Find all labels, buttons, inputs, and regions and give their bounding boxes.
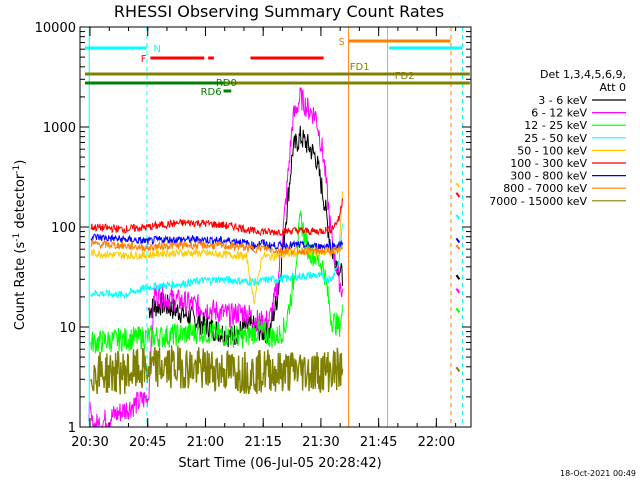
- y-tick-label: 1: [68, 421, 76, 436]
- legend-label-4: 25 - 50 keV: [524, 132, 587, 145]
- series-tail-5: [455, 182, 461, 188]
- y-tick-label: 10: [59, 321, 76, 336]
- y-axis-label-sup1: -1: [12, 233, 22, 242]
- x-axis-label: Start Time (06-Jul-05 20:28:42): [178, 456, 381, 471]
- series-tail-1: [455, 274, 461, 280]
- chart-title: RHESSI Observing Summary Count Rates: [114, 2, 444, 21]
- series-line-6: [90, 198, 343, 237]
- series-line-4: [90, 223, 343, 300]
- legend-label-2: 6 - 12 keV: [531, 107, 587, 120]
- y-axis-label-mid: detector: [13, 173, 28, 233]
- x-tick-label: 20:30: [71, 435, 108, 450]
- legend-label-9: 7000 - 15000 keV: [489, 195, 587, 208]
- legend-label-3: 12 - 25 keV: [524, 119, 587, 132]
- x-tick-label: 21:30: [302, 435, 339, 450]
- y-axis-label-main: Count Rate (s: [13, 242, 28, 331]
- x-tick-label: 21:15: [244, 435, 281, 450]
- x-tick-label: 22:00: [418, 435, 455, 450]
- axes-layer: 1 10 100 1000 10000 20:30 20:45 21:00 21:15 21:30…: [35, 21, 472, 450]
- series-tail-2: [455, 288, 461, 294]
- series-tail-7: [455, 237, 461, 244]
- legend-label-8: 800 - 7000 keV: [503, 182, 587, 195]
- flag-label-rd0: RD0: [216, 78, 237, 89]
- legend-label-6: 100 - 300 keV: [510, 157, 587, 170]
- timestamp: 18-Oct-2021 00:49: [560, 469, 636, 478]
- flag-label-s: S: [338, 37, 344, 48]
- series-layer: [88, 87, 461, 428]
- series-line-9: [90, 345, 344, 395]
- legend-title-line2: Att 0: [600, 81, 626, 94]
- svg-text:Count Rate (s-1 detector-1): Count Rate (s-1 detector-1): [12, 160, 28, 331]
- series-tail-9: [455, 366, 461, 372]
- x-tick-label: 20:45: [129, 435, 166, 450]
- x-tick-label: 21:45: [360, 435, 397, 450]
- legend-label-5: 50 - 100 keV: [517, 144, 587, 157]
- y-tick-label: 10000: [35, 21, 76, 36]
- series-tail-8: [455, 244, 461, 250]
- series-line-8: [90, 239, 343, 256]
- series-line-2: [88, 87, 344, 428]
- legend-label-1: 3 - 6 keV: [538, 94, 587, 107]
- legend-title-line1: Det 1,3,4,5,6,9,: [540, 68, 626, 81]
- y-tick-label: 1000: [43, 121, 76, 136]
- flag-label-n: N: [154, 44, 161, 55]
- flag-label-fd2: FD2: [395, 71, 415, 82]
- series-tail-3: [455, 307, 461, 313]
- series-tail-4: [455, 214, 461, 220]
- series-tail-6: [455, 192, 461, 198]
- y-axis-label-end: ): [13, 160, 28, 165]
- legend-label-7: 300 - 800 keV: [510, 170, 587, 183]
- x-tick-label: 21:00: [187, 435, 224, 450]
- series-line-3: [90, 210, 343, 354]
- y-axis-label-sup2: -1: [12, 165, 22, 174]
- flag-label-f: F: [141, 54, 147, 65]
- y-tick-label: 100: [51, 221, 76, 236]
- flag-label-rd6: RD6: [201, 87, 222, 98]
- y-axis-label: Count Rate (s-1 detector-1): [12, 160, 28, 331]
- flag-label-fd1: FD1: [350, 62, 370, 73]
